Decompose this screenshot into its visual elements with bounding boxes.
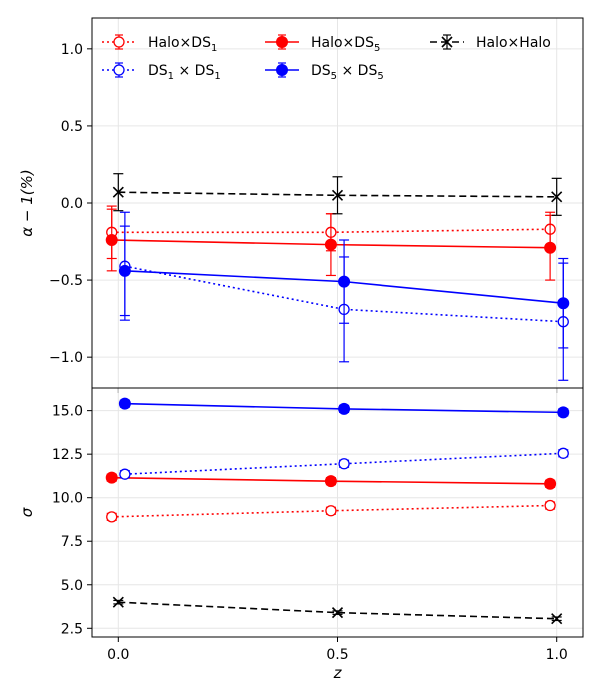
top-series-layer [105, 173, 570, 381]
y-tick-label: 10.0 [52, 491, 83, 507]
data-point [551, 191, 563, 203]
series-ds1_ds1 [119, 447, 569, 480]
data-point [557, 447, 569, 459]
legend-entry-halo_ds1: Halo×DS1 [102, 34, 217, 54]
data-point [324, 238, 337, 251]
y-tick-label: 15.0 [52, 404, 83, 420]
data-point [557, 297, 570, 310]
y-tick-label: 0.5 [61, 119, 83, 135]
bottom-y-ticks: 2.5 5.0 7.5 10.0 12.5 15.0 [52, 404, 92, 637]
series-halo_ds1 [106, 499, 556, 523]
series-ds5_ds5 [118, 225, 570, 349]
series-line [124, 452, 564, 475]
legend-entry-ds5_ds5: DS5 × DS5 [265, 62, 384, 82]
bottom-series-layer [105, 397, 570, 625]
data-point [119, 468, 131, 480]
legend-entry-ds1_ds1: DS1 × DS1 [102, 62, 221, 82]
data-point [324, 475, 337, 488]
y-tick-label: 5.0 [61, 578, 83, 594]
y-tick-label: 2.5 [61, 621, 83, 637]
y-tick-label: 0.0 [61, 196, 83, 212]
series-ds5_ds5 [118, 397, 570, 419]
data-point [544, 241, 557, 254]
y-tick-label: −1.0 [49, 350, 83, 366]
series-line [111, 504, 551, 518]
bottom-panel-sigma: 2.5 5.0 7.5 10.0 12.5 15.0 0.0 0.5 1.0 σ z [18, 387, 584, 682]
data-point [325, 505, 337, 517]
data-point [338, 458, 350, 470]
x-tick-label: 0.0 [107, 647, 129, 663]
series-halo_halo [112, 596, 563, 625]
data-point [105, 234, 118, 246]
x-axis-label: z [333, 664, 343, 682]
bottom-y-axis-label: σ [18, 507, 36, 517]
data-point [331, 189, 344, 201]
legend-label: Halo×DS5 [311, 35, 380, 54]
legend-label: DS5 × DS5 [311, 63, 384, 82]
top-y-axis-label: α − 1(%) [18, 169, 36, 237]
top-panel-alpha: Halo×DS1 DS1 × DS1 Halo×DS5 DS5 × DS5 Halo×H… [18, 17, 584, 393]
data-point [544, 499, 556, 512]
legend-label: Halo×Halo [476, 35, 551, 51]
data-point [113, 64, 125, 76]
legend-entry-halo_ds5: Halo×DS5 [265, 34, 380, 54]
data-point [338, 275, 351, 288]
data-point [112, 186, 124, 198]
data-point [105, 471, 118, 484]
bottom-grid [92, 388, 583, 637]
y-tick-label: 12.5 [52, 447, 83, 463]
data-point [112, 596, 124, 608]
legend: Halo×DS1 DS1 × DS1 Halo×DS5 DS5 × DS5 Halo×H… [102, 34, 551, 82]
top-y-ticks: −1.0 −0.5 0.0 0.5 1.0 [49, 42, 92, 366]
series-halo_ds5 [105, 208, 557, 281]
y-tick-label: 1.0 [61, 42, 83, 58]
data-point [118, 397, 131, 410]
data-point [544, 477, 557, 490]
data-point [106, 511, 118, 523]
data-point [338, 402, 351, 415]
y-tick-label: −0.5 [49, 273, 83, 289]
legend-label: DS1 × DS1 [148, 63, 221, 82]
y-tick-label: 7.5 [61, 534, 83, 550]
series-line [118, 191, 557, 198]
series-halo_ds5 [105, 471, 557, 490]
data-point [441, 36, 453, 48]
bottom-x-ticks: 0.0 0.5 1.0 [107, 637, 568, 663]
legend-label: Halo×DS1 [148, 35, 217, 54]
series-halo_halo [112, 173, 563, 216]
data-point [551, 613, 563, 625]
data-point [276, 36, 288, 48]
series-line [111, 228, 551, 234]
x-tick-label: 1.0 [546, 647, 568, 663]
data-point [276, 64, 288, 76]
data-point [331, 607, 344, 619]
data-point [557, 406, 570, 419]
data-point [113, 36, 125, 48]
legend-entry-halo_halo: Halo×Halo [430, 34, 551, 51]
data-point [118, 264, 131, 277]
x-tick-label: 0.5 [326, 647, 348, 663]
series-line [118, 601, 557, 620]
